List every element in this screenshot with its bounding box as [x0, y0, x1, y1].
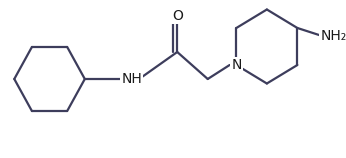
- Text: NH₂: NH₂: [320, 29, 346, 43]
- Text: O: O: [172, 9, 183, 23]
- Text: NH: NH: [121, 72, 142, 86]
- Text: N: N: [231, 58, 242, 72]
